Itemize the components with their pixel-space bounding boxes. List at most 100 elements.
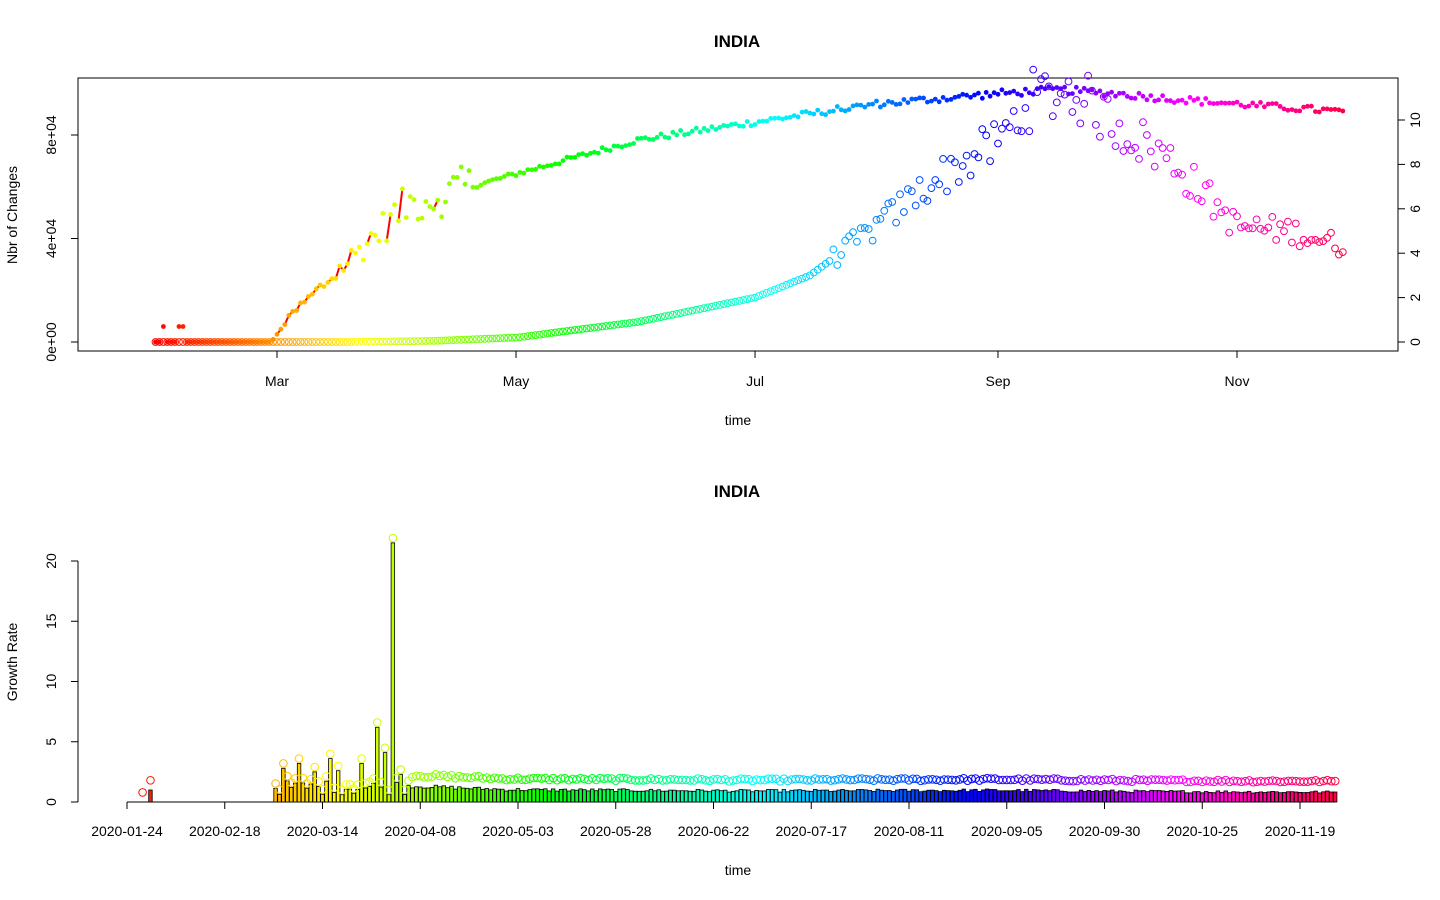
chart1-circle [692,305,701,314]
chart1-circle [1190,162,1198,171]
chart1-circle [531,331,540,340]
chart1-circle [700,304,708,313]
chart1-dot [948,97,954,102]
chart1-dot [607,148,613,154]
chart1-x-tick-label: Sep [986,373,1011,389]
chart2-circle [513,773,523,783]
chart1-circle [1119,147,1128,155]
chart1-circle [1096,132,1104,141]
chart2-bar [1317,792,1322,803]
chart2-bar [844,789,849,803]
chart1-dot [1222,100,1228,106]
chart2-bar [1239,792,1244,803]
chart2-circle [412,771,421,781]
chart1-circle [617,320,626,328]
chart1-circle [480,334,489,343]
chart1-circle [962,151,971,160]
chart2-circle [361,778,370,788]
chart2-bar [523,790,529,803]
chart1-dot [1265,101,1271,107]
chart1-circle [335,338,344,346]
chart1-dot [834,104,840,109]
chart1-circle [351,338,360,346]
chart1-circle [472,335,481,344]
chart1-circle [590,323,599,332]
chart1-circle [378,337,387,346]
chart2-bar [414,786,419,803]
chart1-circle [759,290,767,299]
chart1-dot [1152,98,1158,104]
chart1-circle [492,334,501,343]
chart2-bar [867,790,873,803]
chart1-dot [968,94,973,100]
chart1-circle [1115,119,1124,128]
chart1-dot [838,107,844,113]
chart1-dot [846,107,852,112]
chart1-dot [200,339,206,345]
chart1-circle [782,281,791,289]
chart1-dot [1128,95,1134,101]
chart1-dot [1183,100,1189,106]
chart1-circle [927,184,936,193]
chart1-dot [1030,91,1036,97]
chart2-bar [1278,792,1283,803]
chart1-circle [1323,233,1331,242]
chart1-circle [723,299,732,308]
chart2-bar [464,787,470,803]
chart1-dot [701,125,707,131]
chart1-circle [324,338,332,346]
chart2-bar [965,791,970,803]
chart1-circle [367,337,375,346]
chart1-dot [1164,98,1169,103]
chart1-circle [1013,126,1022,135]
chart1-dot [1007,90,1013,95]
chart1-dot [960,91,966,97]
chart2-bar [648,788,654,803]
chart1-dot [270,337,276,342]
chart2-circle [369,774,378,783]
chart1-dot [1203,96,1209,101]
chart2-bar [691,790,697,803]
chart2-bar [656,789,661,803]
chart2-bar [1313,790,1318,803]
chart1-y2-tick-label: 6 [1407,205,1423,213]
chart1-circle [273,338,281,346]
chart1-y2-tick-label: 4 [1407,249,1423,257]
chart1-dot [537,163,542,169]
chart2-y-tick-label: 20 [43,553,59,569]
chart2-bar [1090,791,1095,803]
chart1-dot [153,339,158,345]
chart1-dot [368,231,374,236]
chart2-bar [1297,792,1303,803]
chart1-circle [1150,162,1159,171]
chart2-bar [1004,790,1009,803]
chart2-bar [613,791,618,803]
chart1-dot [517,170,523,175]
chart2-bar [641,790,646,803]
chart1-circle [402,337,411,346]
chart1-dot [478,182,484,188]
chart2-bar [1094,790,1099,803]
chart1-dot [380,210,386,216]
chart1-dot [172,339,178,345]
chart1-dot [592,149,597,155]
chart1-circle [1107,130,1116,138]
chart1-circle [935,180,944,189]
chart1-dot [427,204,433,210]
chart1-circle [453,336,462,344]
chart1-dot [1034,86,1040,92]
chart2-bar [296,763,302,803]
chart2-circle [146,776,155,785]
chart1-circle [547,329,556,337]
chart1-dot [1070,91,1075,96]
chart1-dot [529,167,535,173]
chart1-circle [574,325,583,334]
chart1-dot [486,178,491,184]
chart2-bar [1223,790,1228,803]
chart1-circle [998,124,1006,133]
chart1-dot [1066,91,1071,97]
chart1-dot [513,173,519,179]
chart2-bar [1309,791,1314,803]
chart2-bar [1188,792,1193,803]
